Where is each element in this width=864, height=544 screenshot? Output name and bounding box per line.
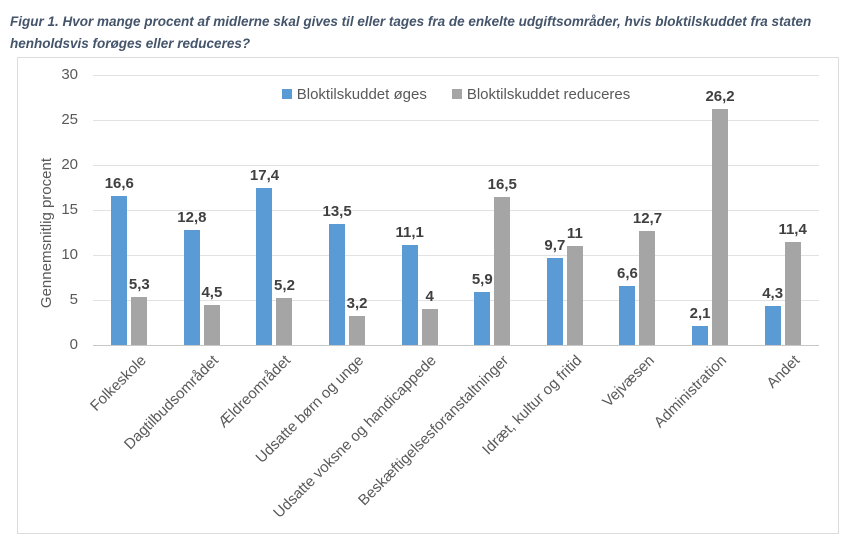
bar-bloktilskuddet-oges: 5,9 [472, 271, 493, 345]
y-tick-label: 15 [61, 201, 78, 218]
data-label: 16,5 [487, 175, 517, 193]
category-label: Vejvæsen [598, 352, 658, 411]
bar-bloktilskuddet-oges: 4,3 [762, 285, 783, 345]
category-label: Folkeskole [86, 352, 150, 415]
bar-bloktilskuddet-reduceres: 4 [421, 288, 438, 345]
data-label: 2,1 [689, 305, 711, 323]
data-label: 4 [425, 288, 434, 305]
category-label: Andet [762, 352, 803, 392]
bar-group: 17,4 5,2 [238, 75, 311, 345]
bar-group: 12,8 4,5 [166, 75, 239, 345]
bar-bloktilskuddet-reduceres: 12,7 [633, 210, 662, 345]
bar-groups: 16,6 5,3 12,8 4,5 17,4 5,2 13,5 3,2 11,1 4 5,9 16,5… [93, 75, 819, 345]
bar-bloktilskuddet-reduceres: 5,3 [129, 276, 150, 345]
bar-group: 11,1 4 [383, 75, 456, 345]
gridline [93, 120, 819, 121]
data-label: 4,3 [762, 285, 784, 303]
bar-bloktilskuddet-oges: 17,4 [250, 167, 279, 345]
bar-bloktilskuddet-oges: 12,8 [177, 209, 206, 345]
y-axis-tick-labels: 0 5 10 15 20 25 30 [18, 66, 78, 353]
bar-bloktilskuddet-reduceres: 26,2 [705, 88, 735, 345]
bar-bloktilskuddet-oges: 13,5 [322, 203, 352, 345]
gridline [93, 75, 819, 76]
bar-group: 4,3 11,4 [746, 75, 819, 345]
plot-area: 16,6 5,3 12,8 4,5 17,4 5,2 13,5 3,2 11,1 4 5,9 16,5… [93, 75, 819, 346]
data-label: 11,4 [778, 221, 807, 239]
data-label: 12,7 [632, 209, 663, 227]
y-tick-label: 0 [69, 336, 78, 353]
gridline [93, 165, 819, 166]
legend-swatch-icon [451, 89, 462, 99]
bar-bloktilskuddet-reduceres: 16,5 [488, 176, 517, 345]
bar-group: 16,6 5,3 [93, 75, 166, 345]
data-label: 16,6 [104, 174, 134, 192]
y-tick-label: 30 [61, 66, 78, 83]
bar-bloktilskuddet-oges: 16,6 [105, 175, 134, 345]
data-label: 17,4 [249, 167, 280, 185]
category-label: Administration [650, 352, 731, 432]
bar-group: 2,1 26,2 [674, 75, 747, 345]
data-label: 4,5 [201, 283, 223, 301]
gridline [93, 255, 819, 256]
y-tick-label: 10 [61, 246, 78, 263]
data-label: 5,3 [128, 276, 150, 294]
gridline [93, 210, 819, 211]
data-label: 11,1 [395, 224, 424, 242]
data-label: 9,7 [544, 236, 566, 254]
data-label: 5,9 [471, 270, 493, 288]
bar-bloktilskuddet-oges: 11,1 [395, 224, 424, 345]
chart-frame: Bloktilskuddet øges Bloktilskuddet reduce… [17, 57, 839, 534]
y-tick-label: 20 [61, 156, 78, 173]
x-axis-category-labels: Folkeskole Dagtilbudsområdet Ældreområdet U… [87, 352, 819, 532]
bar-bloktilskuddet-reduceres: 11 [566, 225, 583, 345]
y-tick-label: 25 [61, 111, 78, 128]
legend-label: Bloktilskuddet øges [296, 85, 427, 103]
legend-item: Bloktilskuddet reduceres [451, 85, 631, 103]
figure-title: Figur 1. Hvor mange procent af midlerne … [10, 14, 812, 51]
chart-legend: Bloktilskuddet øges Bloktilskuddet reduce… [93, 85, 819, 103]
data-label: 3,2 [346, 295, 368, 313]
bar-bloktilskuddet-oges: 2,1 [690, 305, 710, 345]
legend-swatch-icon [281, 89, 292, 99]
bar-bloktilskuddet-oges: 6,6 [617, 265, 638, 345]
data-label: 26,2 [705, 88, 735, 106]
category-label: Beskæftigelsesforanstaltninger [355, 352, 513, 510]
bar-group: 13,5 3,2 [311, 75, 384, 345]
data-label: 5,2 [274, 277, 295, 295]
bar-group: 6,6 12,7 [601, 75, 674, 345]
bar-bloktilskuddet-reduceres: 3,2 [347, 295, 368, 345]
bar-group: 5,9 16,5 [456, 75, 529, 345]
legend-item: Bloktilskuddet øges [281, 85, 427, 103]
bar-bloktilskuddet-reduceres: 5,2 [274, 277, 295, 345]
category-label: Ældreområdet [215, 352, 295, 432]
bar-bloktilskuddet-oges: 9,7 [544, 237, 565, 345]
bar-bloktilskuddet-reduceres: 11,4 [778, 221, 807, 345]
data-label: 11 [566, 225, 583, 242]
legend-label: Bloktilskuddet reduceres [466, 85, 631, 103]
y-tick-label: 5 [69, 291, 78, 308]
data-label: 13,5 [322, 202, 352, 220]
bar-group: 9,7 11 [529, 75, 602, 345]
gridline [93, 300, 819, 301]
data-label: 12,8 [177, 208, 207, 226]
data-label: 6,6 [617, 264, 638, 282]
bar-bloktilskuddet-reduceres: 4,5 [201, 284, 222, 345]
